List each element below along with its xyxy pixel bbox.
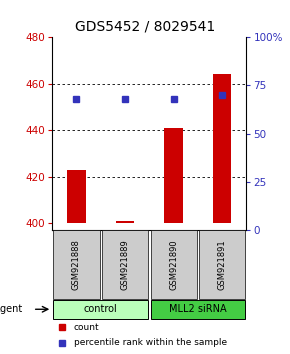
Text: MLL2 siRNA: MLL2 siRNA: [169, 304, 227, 314]
Text: GSM921890: GSM921890: [169, 239, 178, 290]
Text: percentile rank within the sample: percentile rank within the sample: [74, 338, 227, 347]
Text: GSM921889: GSM921889: [121, 239, 130, 290]
Bar: [151, 300, 245, 319]
Bar: [116, 221, 134, 223]
Bar: [102, 230, 148, 299]
Bar: [199, 230, 245, 299]
Bar: [151, 230, 197, 299]
Bar: [213, 74, 231, 223]
Text: agent: agent: [0, 304, 22, 314]
Text: count: count: [74, 322, 99, 332]
Bar: [53, 300, 148, 319]
Bar: [164, 128, 183, 223]
Text: GDS5452 / 8029541: GDS5452 / 8029541: [75, 19, 215, 34]
Text: GSM921891: GSM921891: [218, 239, 227, 290]
Bar: [67, 170, 86, 223]
Text: GSM921888: GSM921888: [72, 239, 81, 290]
Bar: [53, 230, 99, 299]
Text: control: control: [84, 304, 118, 314]
